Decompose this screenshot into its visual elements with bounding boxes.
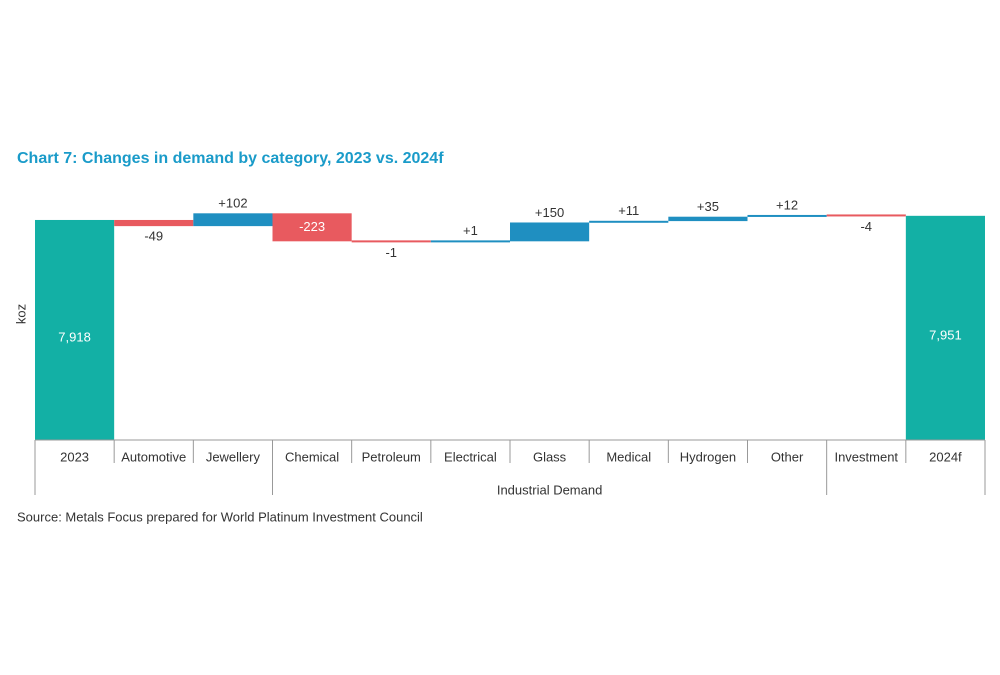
bar bbox=[35, 219, 115, 440]
data-label: -49 bbox=[144, 229, 163, 244]
source-note: Source: Metals Focus prepared for World … bbox=[17, 509, 423, 524]
x-tick-label: Jewellery bbox=[206, 449, 261, 464]
x-tick-label: Glass bbox=[533, 449, 567, 464]
bar bbox=[272, 213, 352, 242]
data-label: -1 bbox=[385, 245, 397, 260]
x-tick-label: Investment bbox=[834, 449, 898, 464]
data-label: +150 bbox=[535, 205, 564, 220]
x-tick-label: Chemical bbox=[285, 449, 339, 464]
bar bbox=[351, 240, 431, 243]
bar bbox=[668, 216, 748, 222]
x-tick-label: 2023 bbox=[60, 449, 89, 464]
x-tick-label: Hydrogen bbox=[680, 449, 736, 464]
bar bbox=[114, 219, 194, 227]
x-tick-label: Automotive bbox=[121, 449, 186, 464]
x-tick-label: Other bbox=[771, 449, 804, 464]
bar bbox=[510, 222, 590, 242]
x-tick-label: 2024f bbox=[929, 449, 962, 464]
data-label: -4 bbox=[860, 219, 872, 234]
group-label: Industrial Demand bbox=[497, 482, 603, 497]
bar bbox=[430, 240, 510, 243]
bar bbox=[905, 215, 985, 440]
chart-title: Chart 7: Changes in demand by category, … bbox=[17, 150, 444, 167]
bar bbox=[193, 213, 273, 227]
data-label: +11 bbox=[618, 203, 639, 218]
x-tick-label: Medical bbox=[606, 449, 651, 464]
data-label: +102 bbox=[218, 196, 247, 211]
data-label: -223 bbox=[299, 219, 325, 234]
data-label: +35 bbox=[697, 199, 719, 214]
x-tick-label: Petroleum bbox=[362, 449, 421, 464]
bar bbox=[747, 214, 827, 217]
y-axis-label: koz bbox=[13, 304, 28, 324]
x-tick-label: Electrical bbox=[444, 449, 497, 464]
data-label: 7,951 bbox=[929, 327, 962, 342]
data-label: +12 bbox=[776, 197, 798, 212]
data-label: 7,918 bbox=[58, 329, 91, 344]
bar bbox=[826, 214, 906, 217]
data-label: +1 bbox=[463, 223, 478, 238]
bar bbox=[589, 220, 669, 223]
